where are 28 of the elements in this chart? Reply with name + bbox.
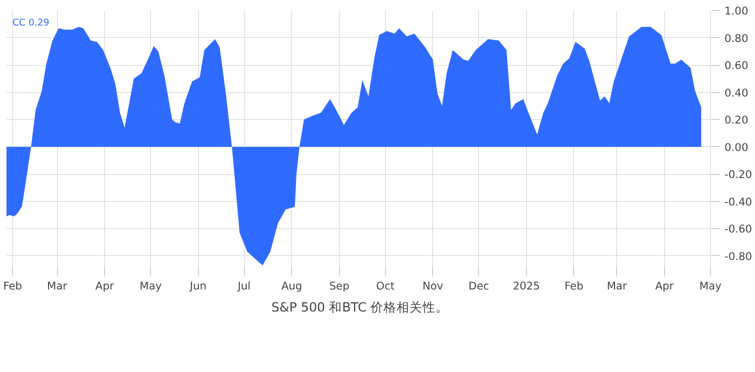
y-tick-label: 0.60	[724, 59, 748, 72]
x-tick-label: Mar	[47, 280, 68, 292]
x-tick-label: May	[699, 280, 722, 292]
x-tick-label: Feb	[564, 280, 584, 292]
y-tick-label: -0.20	[724, 168, 752, 182]
y-tick-label: 0.80	[724, 32, 748, 45]
x-tick-label: May	[140, 280, 162, 292]
y-tick-label: 0.00	[724, 140, 748, 154]
x-tick-label: Feb	[3, 280, 22, 292]
y-tick-label: 1.00	[724, 4, 748, 18]
x-tick-label: Apr	[655, 280, 674, 292]
x-tick-label: Mar	[606, 280, 628, 292]
annotation: CC 0.29	[12, 18, 50, 28]
x-tick-label: Nov	[422, 280, 444, 292]
x-tick-label: Sep	[329, 280, 350, 292]
y-tick-label: -0.80	[724, 250, 752, 263]
x-tick-label: Dec	[468, 280, 490, 292]
x-tick-label: Jun	[188, 280, 207, 292]
x-tick-label: Oct	[376, 280, 395, 292]
y-tick-label: 0.40	[724, 86, 748, 100]
x-tick-label: Aug	[281, 280, 302, 292]
x-tick-label: 2025	[512, 280, 540, 292]
y-tick-label: -0.60	[724, 222, 752, 236]
y-tick-label: -0.40	[724, 195, 752, 208]
x-tick-label: Apr	[95, 280, 114, 292]
text: S&P 500 和BTC 价格相关性。	[271, 300, 449, 314]
y-tick-label: 0.20	[724, 114, 748, 127]
x-tick-label: Jul	[236, 280, 251, 292]
